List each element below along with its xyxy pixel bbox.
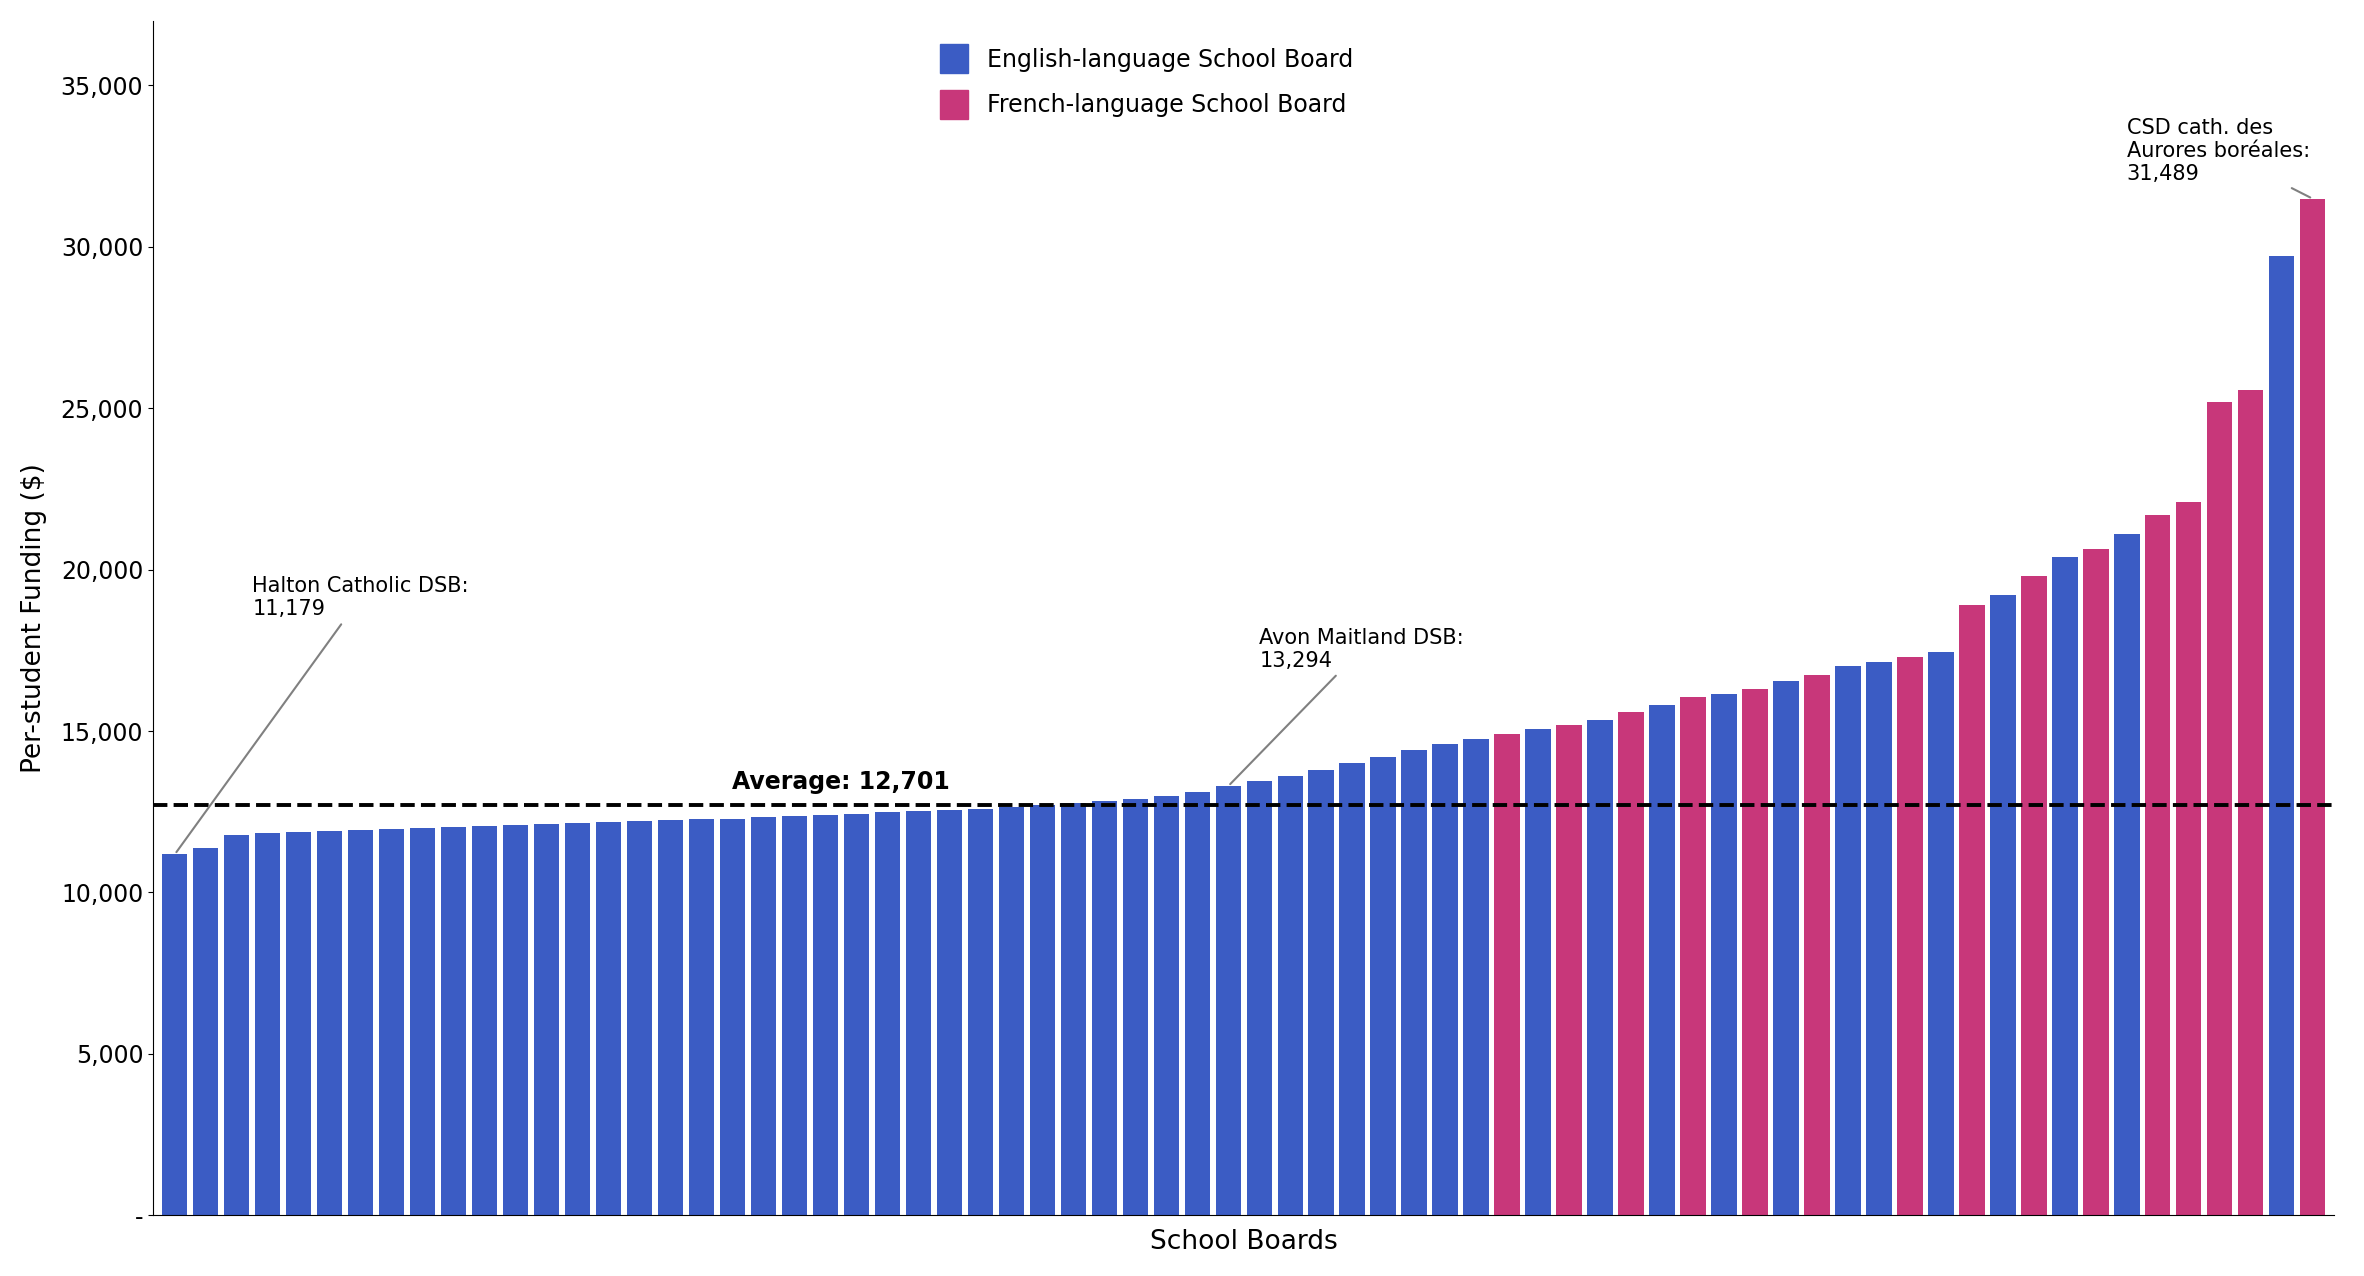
Bar <box>2052 556 2078 1215</box>
Bar <box>1773 681 1799 1215</box>
Bar <box>626 822 652 1215</box>
Bar <box>2300 199 2326 1215</box>
Bar <box>255 833 281 1215</box>
Bar <box>1525 730 1551 1215</box>
Text: Halton Catholic DSB:
11,179: Halton Catholic DSB: 11,179 <box>177 575 468 852</box>
Bar <box>998 806 1024 1215</box>
Bar <box>1092 801 1118 1215</box>
Bar <box>1804 675 1830 1215</box>
Bar <box>719 818 745 1215</box>
Bar <box>1681 697 1707 1215</box>
Bar <box>286 832 312 1215</box>
Bar <box>2021 575 2047 1215</box>
Bar <box>1650 706 1674 1215</box>
Text: Average: 12,701: Average: 12,701 <box>733 771 950 794</box>
Bar <box>2208 402 2232 1215</box>
Bar <box>936 810 962 1215</box>
Bar <box>2083 549 2109 1215</box>
Bar <box>1184 792 1210 1215</box>
Y-axis label: Per-student Funding ($): Per-student Funding ($) <box>21 463 47 773</box>
Bar <box>905 812 931 1215</box>
Bar <box>1865 662 1891 1215</box>
Bar <box>2239 390 2262 1215</box>
Bar <box>1742 689 1768 1215</box>
Bar <box>534 824 560 1215</box>
Bar <box>2269 256 2295 1215</box>
Bar <box>504 826 527 1215</box>
Legend: English-language School Board, French-language School Board: English-language School Board, French-la… <box>929 33 1366 130</box>
Bar <box>1463 739 1489 1215</box>
Bar <box>1556 725 1582 1215</box>
Bar <box>2177 501 2201 1215</box>
Bar <box>1031 805 1054 1215</box>
Bar <box>1929 652 1953 1215</box>
Bar <box>1990 596 2016 1215</box>
Bar <box>657 820 683 1215</box>
Bar <box>1619 712 1643 1215</box>
Bar <box>1586 720 1612 1215</box>
Bar <box>813 815 839 1215</box>
Bar <box>225 835 251 1215</box>
Bar <box>1123 799 1149 1215</box>
Bar <box>473 827 496 1215</box>
Bar <box>1494 734 1520 1215</box>
X-axis label: School Boards: School Boards <box>1149 1229 1338 1256</box>
Bar <box>1402 750 1428 1215</box>
Bar <box>565 823 591 1215</box>
Bar <box>442 827 466 1215</box>
Bar <box>1246 781 1272 1215</box>
Bar <box>1061 804 1085 1215</box>
Bar <box>1215 786 1241 1215</box>
Bar <box>1712 694 1738 1215</box>
Bar <box>163 855 187 1215</box>
Bar <box>596 823 622 1215</box>
Bar <box>688 819 714 1215</box>
Text: Avon Maitland DSB:
13,294: Avon Maitland DSB: 13,294 <box>1229 628 1463 785</box>
Bar <box>1960 605 1986 1215</box>
Bar <box>782 815 806 1215</box>
Bar <box>1310 769 1333 1215</box>
Bar <box>1154 796 1180 1215</box>
Bar <box>1834 666 1860 1215</box>
Bar <box>1340 763 1364 1215</box>
Bar <box>378 829 404 1215</box>
Bar <box>967 809 993 1215</box>
Bar <box>1277 776 1303 1215</box>
Bar <box>844 814 870 1215</box>
Bar <box>1433 744 1459 1215</box>
Bar <box>875 813 901 1215</box>
Bar <box>348 829 374 1215</box>
Bar <box>1371 757 1395 1215</box>
Bar <box>752 817 775 1215</box>
Bar <box>1898 657 1922 1215</box>
Bar <box>317 831 343 1215</box>
Bar <box>2113 535 2139 1215</box>
Bar <box>194 847 217 1215</box>
Bar <box>2144 514 2170 1215</box>
Text: CSD cath. des
Aurores boréales:
31,489: CSD cath. des Aurores boréales: 31,489 <box>2128 117 2310 198</box>
Bar <box>409 828 435 1215</box>
